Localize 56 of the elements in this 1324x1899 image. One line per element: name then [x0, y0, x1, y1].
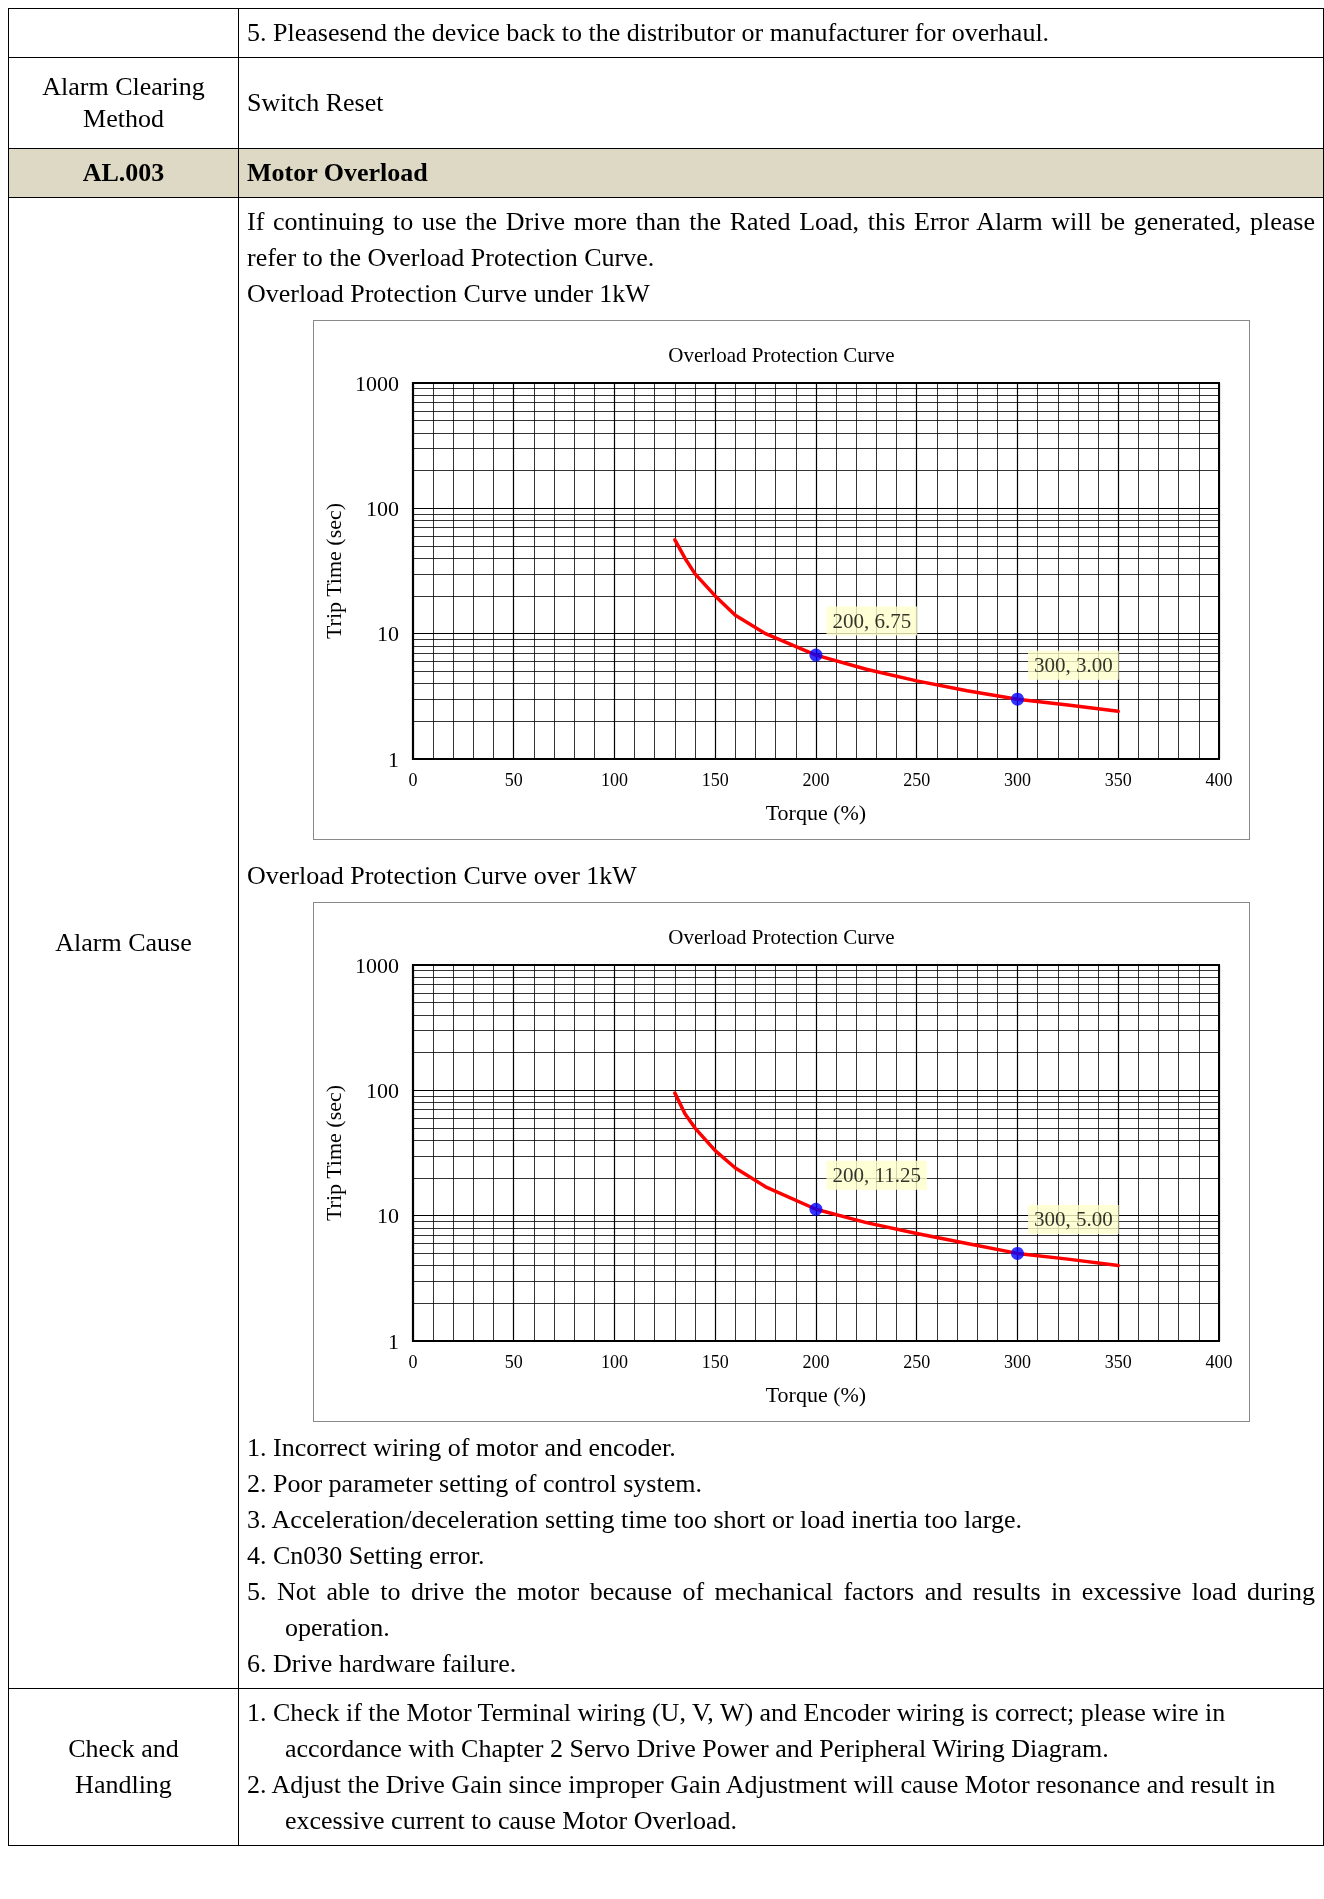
text: 5. Not able to drive the motor because of mechanical factors and results in excessive load during operation. [247, 1576, 1315, 1644]
text: Switch Reset [238, 57, 1324, 149]
x-tick-label: 250 [903, 1352, 931, 1372]
x-tick-label: 300 [1003, 1352, 1031, 1372]
text: Motor Overload [238, 148, 1324, 198]
line-series [673, 538, 1120, 714]
x-tick-label: 200 [802, 770, 830, 790]
x-tick-label: 150 [701, 1352, 729, 1372]
y-tick-label: 1 [387, 746, 399, 772]
data-label: 200, 11.25 [832, 1163, 921, 1188]
text: Alarm Cause [8, 197, 239, 1689]
x-axis-title: Torque (%) [765, 1381, 867, 1407]
y-tick-label: 1 [387, 1328, 399, 1354]
data-label: 300, 5.00 [1033, 1207, 1113, 1232]
y-axis-title: Trip Time (sec) [320, 1084, 346, 1222]
chart-title: Overload Protection Curve [668, 342, 895, 367]
data-label: 200, 6.75 [832, 609, 912, 634]
text: 4. Cn030 Setting error. [247, 1540, 486, 1572]
text: 1. Check if the Motor Terminal wiring (U, V, W) and Encoder wiring is correct; please wire in accordance with Chapter 2 Servo Drive Power and Peripheral Wiring Diagram. [247, 1697, 1227, 1765]
text: 6. Drive hardware failure. [247, 1648, 518, 1680]
y-tick-label: 10 [376, 1203, 399, 1229]
chart-subtitle: Overload Protection Curve under 1kW [247, 278, 651, 310]
y-tick-label: 1000 [354, 370, 399, 396]
x-tick-label: 100 [600, 1352, 628, 1372]
text: Check and Handling [8, 1688, 239, 1846]
x-tick-label: 50 [504, 1352, 523, 1372]
text: AL.003 [8, 148, 239, 198]
text: 2. Poor parameter setting of control system. [247, 1468, 703, 1500]
data-label: 300, 3.00 [1033, 653, 1113, 678]
x-tick-label: 350 [1104, 1352, 1132, 1372]
text: 5. Pleasesend the device back to the distributor or manufacturer for overhaul. [247, 17, 1051, 49]
y-axis-title: Trip Time (sec) [320, 502, 346, 640]
text: If continuing to use the Drive more than the Rated Load, this Error Alarm will be generated, please refer to the Overload Protection Curve. [247, 206, 1315, 274]
x-tick-label: 150 [701, 770, 729, 790]
text: Alarm Clearing Method [8, 57, 239, 149]
text: 2. Adjust the Drive Gain since improper Gain Adjustment will cause Motor resonance and result in excessive current to cause Motor Overload. [247, 1769, 1277, 1837]
x-tick-label: 300 [1003, 770, 1031, 790]
x-tick-label: 100 [600, 770, 628, 790]
text: 1. Incorrect wiring of motor and encoder. [247, 1432, 677, 1464]
chart-subtitle: Overload Protection Curve over 1kW [247, 860, 638, 892]
x-tick-label: 250 [903, 770, 931, 790]
y-tick-label: 100 [365, 495, 399, 521]
chart-title: Overload Protection Curve [668, 924, 895, 949]
y-tick-label: 10 [376, 621, 399, 647]
y-tick-label: 100 [365, 1077, 399, 1103]
y-tick-label: 1000 [354, 952, 399, 978]
x-tick-label: 200 [802, 1352, 830, 1372]
x-tick-label: 350 [1104, 770, 1132, 790]
x-tick-label: 400 [1205, 770, 1233, 790]
x-axis-title: Torque (%) [765, 799, 867, 825]
line-series [673, 1091, 1120, 1268]
x-tick-label: 0 [408, 770, 418, 790]
x-tick-label: 50 [504, 770, 523, 790]
x-tick-label: 0 [408, 1352, 418, 1372]
text: 3. Acceleration/deceleration setting time too short or load inertia too large. [247, 1504, 1023, 1536]
x-tick-label: 400 [1205, 1352, 1233, 1372]
